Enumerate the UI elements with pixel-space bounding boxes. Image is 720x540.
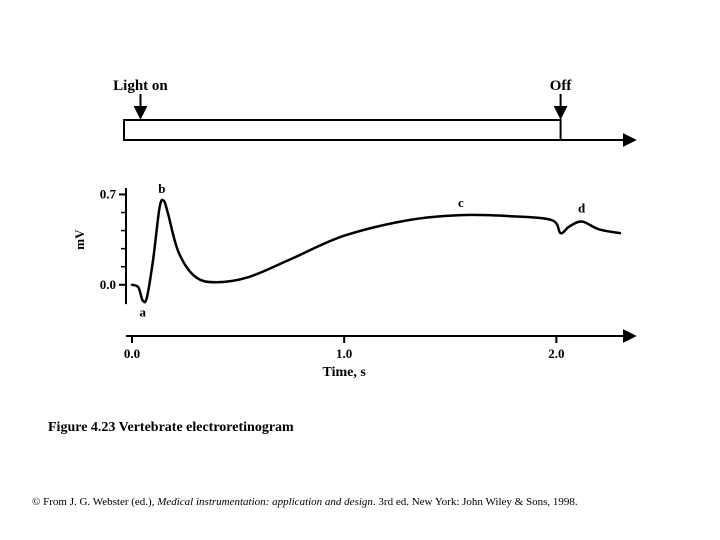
erg-chart: Light on Off 0.0 0.7 mV 0.0 1.0 2.0 Time, s a b c d: [60, 78, 650, 378]
y-axis-label: mV: [72, 229, 87, 250]
figure-caption: Figure 4.23 Vertebrate electroretinogram: [48, 420, 294, 436]
x-tick-label: 1.0: [336, 346, 352, 361]
x-tick-label: 2.0: [548, 346, 564, 361]
curve-marker-b: b: [158, 181, 165, 196]
y-tick-label: 0.7: [100, 186, 117, 201]
y-tick-label: 0.0: [100, 277, 116, 292]
credit-title: Medical instrumentation: application and…: [157, 496, 373, 508]
page: Light onOff0.00.7mV0.01.02.0Time, sabcd …: [0, 0, 720, 540]
stim-off-label: Off: [550, 78, 573, 94]
erg-curve: [132, 200, 620, 302]
credit-prefix: © From J. G. Webster (ed.),: [32, 496, 157, 508]
curve-marker-c: c: [458, 195, 464, 210]
x-tick-label: 0.0: [124, 346, 140, 361]
stim-on-label: Light on: [113, 78, 168, 94]
erg-svg: Light on Off 0.0 0.7 mV 0.0 1.0 2.0 Time, s a b c d: [60, 78, 650, 378]
curve-marker-a: a: [139, 304, 146, 319]
figure-credit: © From J. G. Webster (ed.), Medical inst…: [32, 496, 578, 508]
credit-suffix: . 3rd ed. New York: John Wiley & Sons, 1…: [373, 496, 578, 508]
curve-marker-d: d: [578, 200, 586, 215]
stim-bar: [124, 120, 561, 140]
x-axis-label: Time, s: [323, 365, 367, 378]
